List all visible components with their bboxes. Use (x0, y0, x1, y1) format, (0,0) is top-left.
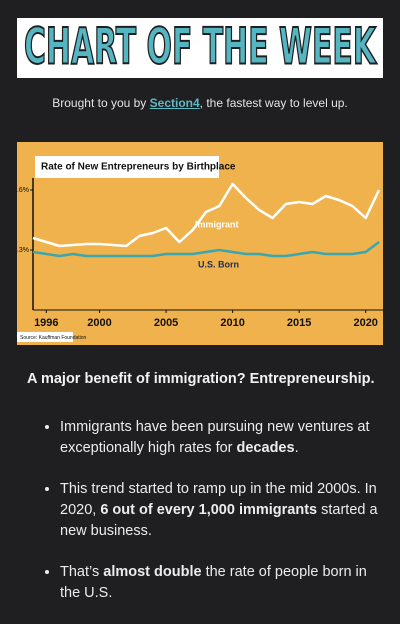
bullet-list: Immigrants have been pursuing new ventur… (40, 417, 390, 624)
series-line (32, 241, 380, 258)
text: This trend started to ramp up in the mid… (60, 481, 377, 518)
series-label: Immigrant (195, 219, 239, 229)
y-tick-label: .6% (17, 187, 29, 194)
bold-text: 6 out of every 1,000 immigrants (100, 502, 318, 518)
bullet-item: Immigrants have been pursuing new ventur… (60, 417, 390, 459)
header-title: CHART OF THE WEEK (24, 18, 377, 76)
bullet-item: This trend started to ramp up in the mid… (60, 479, 390, 542)
text: the rate of people born in the U.S. (60, 564, 367, 601)
intro-suffix: , the fastest way to level up. (199, 96, 348, 110)
x-tick-label: 2010 (220, 317, 244, 329)
x-tick-label: 2015 (287, 317, 311, 329)
chart-source: Source: Kauffman Foundation (20, 335, 87, 341)
text: . (294, 440, 299, 456)
chart-title-box (35, 156, 219, 178)
section-heading: A major benefit of immigration? Entrepre… (27, 371, 375, 387)
x-tick-label: 1996 (34, 317, 58, 329)
x-tick-label: 2005 (154, 317, 178, 329)
header-banner: CHART OF THE WEEK (17, 18, 383, 78)
intro: Brought to you by Section4, the fastest … (0, 96, 400, 110)
x-tick-label: 2000 (87, 317, 111, 329)
text: That’s (60, 564, 104, 580)
series-label: U.S. Born (198, 259, 239, 269)
intro-prefix: Brought to you by (52, 96, 150, 110)
source-box (17, 332, 73, 342)
series-line (32, 182, 381, 248)
bold-text: decades (236, 440, 295, 456)
bold-text: almost double (103, 564, 202, 580)
y-tick-label: .3% (17, 247, 29, 254)
x-tick-label: 2020 (353, 317, 377, 329)
chart-title: Rate of New Entrepreneurs by Birthplace (41, 162, 236, 173)
section4-link[interactable]: Section4 (149, 96, 200, 110)
bullet-item: That’s almost double the rate of people … (60, 562, 390, 604)
text: Immigrants have been pursuing new ventur… (60, 419, 370, 456)
banner-box (17, 18, 383, 78)
text: started a new business. (60, 502, 378, 539)
chart: Rate of New Entrepreneurs by Birthplace … (17, 142, 383, 345)
